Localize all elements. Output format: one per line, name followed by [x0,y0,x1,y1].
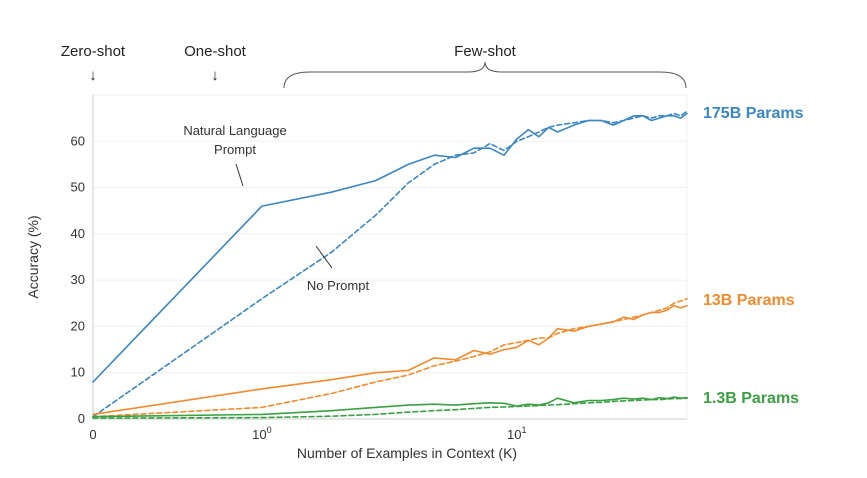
y-tick-10: 10 [71,365,85,380]
series-line-13B-dashed [92,297,688,418]
y-tick-60: 60 [71,133,85,148]
zero-shot-arrow: ↓ [89,67,97,84]
series-line-1-3B-solid [92,396,688,418]
one-shot-arrow: ↓ [211,67,219,84]
few-shot-bracket [283,61,687,89]
natural-language-pointer [235,163,244,187]
series-line-175B-solid [92,112,688,383]
natural-language-annotation-line1: Natural Language [183,123,286,138]
series-line-175B-dashed [92,110,688,418]
zero-shot-label: Zero-shot [61,43,126,60]
x-tick-1: 100 [252,425,271,442]
series-label-1-3b: 1.3B Params [703,390,799,407]
grid [93,94,688,419]
x-axis-label: Number of Examples in Context (K) [297,445,517,461]
y-ticks: 0 10 20 30 40 50 60 [71,133,85,426]
natural-language-annotation-line2: Prompt [214,142,256,157]
y-tick-0: 0 [78,411,85,426]
y-tick-40: 40 [71,226,85,241]
y-tick-50: 50 [71,180,85,195]
one-shot-label: One-shot [184,43,247,60]
series-label-13b: 13B Params [703,292,795,309]
y-tick-20: 20 [71,318,85,333]
x-tick-0: 0 [89,427,96,442]
x-tick-2: 101 [507,425,526,442]
series-lines [92,110,688,419]
no-prompt-pointer [315,245,333,269]
no-prompt-annotation: No Prompt [307,278,370,293]
few-shot-label: Few-shot [454,43,517,60]
x-ticks: 0 100 101 [89,425,526,442]
series-line-13B-solid [92,304,688,416]
y-tick-30: 30 [71,272,85,287]
y-axis-label: Accuracy (%) [25,215,41,298]
x-tick-exponent-2: 1 [521,425,526,435]
series-label-175b: 175B Params [703,105,804,122]
series-line-1-3B-dashed [92,397,688,419]
x-tick-exponent-1: 0 [267,425,272,435]
